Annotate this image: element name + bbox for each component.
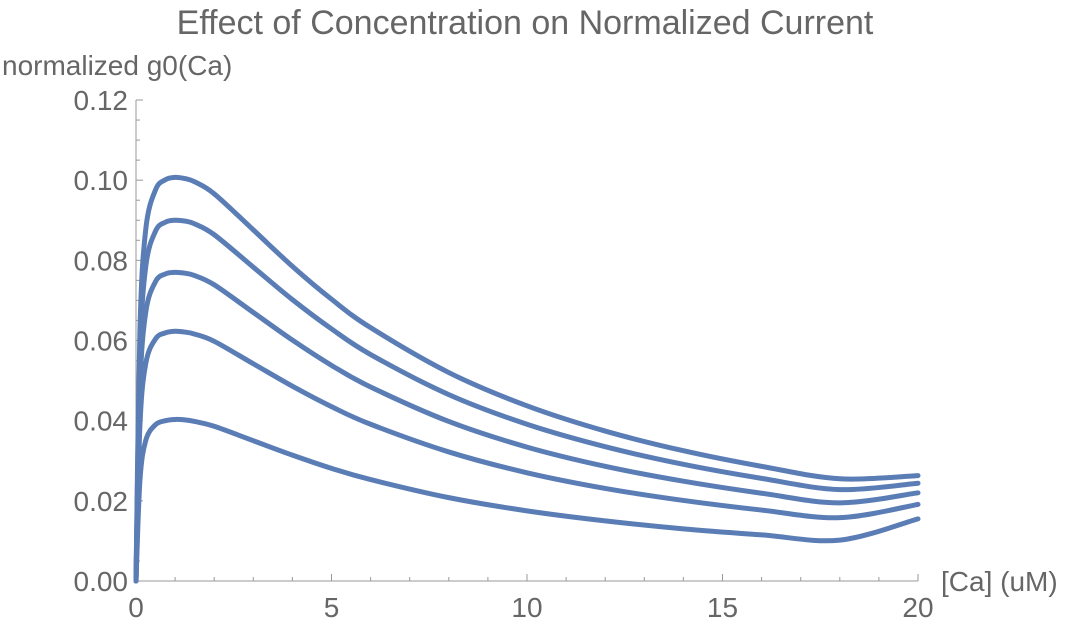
x-tick-label: 20 <box>902 592 933 623</box>
series-line-3 <box>133 269 921 584</box>
series-line-5 <box>133 416 921 584</box>
axes: 0 5 10 15 20 0.00 0.02 0.04 0.06 0.08 0.10 0.12 <box>74 85 934 623</box>
y-tick-label: 0.06 <box>74 326 129 357</box>
series-layer <box>133 174 921 584</box>
series-line-4 <box>133 328 921 584</box>
x-tick-label: 10 <box>511 592 542 623</box>
y-tick-label: 0.08 <box>74 245 129 276</box>
y-tick-label: 0.04 <box>74 406 129 437</box>
y-tick-label: 0.12 <box>74 85 129 116</box>
chart-title: Effect of Concentration on Normalized Cu… <box>177 4 874 42</box>
y-axis-label: normalized g0(Ca) <box>2 50 232 81</box>
y-tick-label: 0.02 <box>74 486 129 517</box>
x-tick-label: 15 <box>707 592 738 623</box>
x-tick-label: 5 <box>324 592 340 623</box>
y-tick-label: 0.00 <box>74 566 129 597</box>
series-line-1 <box>133 174 921 584</box>
x-axis-label: [Ca] (uM) <box>941 566 1058 597</box>
y-tick-label: 0.10 <box>74 165 129 196</box>
x-tick-label: 0 <box>128 592 144 623</box>
series-line-2 <box>133 217 921 584</box>
